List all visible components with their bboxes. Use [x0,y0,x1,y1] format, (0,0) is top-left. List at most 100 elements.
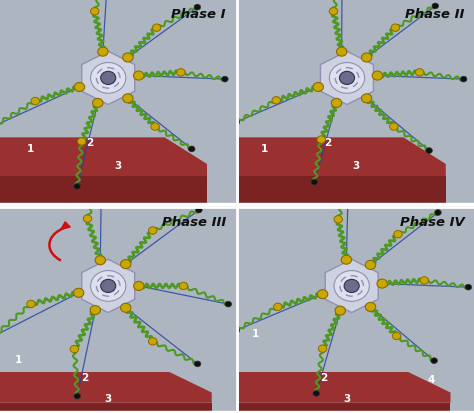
Circle shape [77,138,86,145]
Text: Phase IV: Phase IV [400,216,465,229]
Circle shape [273,303,282,311]
Circle shape [233,119,240,125]
Circle shape [394,230,402,238]
Circle shape [194,4,201,10]
Circle shape [415,69,424,76]
Circle shape [100,279,116,292]
Circle shape [100,71,116,84]
Circle shape [90,306,100,315]
Circle shape [233,328,240,333]
Circle shape [120,260,131,268]
Circle shape [344,279,359,292]
Circle shape [465,284,472,290]
Circle shape [179,282,188,290]
Circle shape [83,215,92,222]
Circle shape [372,71,383,80]
Circle shape [362,53,372,62]
Circle shape [339,71,355,84]
Circle shape [74,83,85,92]
Polygon shape [0,403,212,413]
Circle shape [318,290,328,299]
Polygon shape [320,51,374,104]
Text: Phase II: Phase II [405,8,465,21]
Text: 3: 3 [343,394,351,404]
Circle shape [194,361,201,367]
Text: 2: 2 [86,138,93,149]
Circle shape [91,271,126,301]
Circle shape [134,71,144,80]
Circle shape [148,338,157,345]
Circle shape [91,7,99,15]
Circle shape [123,94,133,103]
Circle shape [70,345,79,353]
Text: 3: 3 [114,161,121,171]
Text: Phase III: Phase III [162,216,226,229]
Circle shape [221,76,228,82]
Circle shape [331,98,342,107]
Circle shape [120,303,131,312]
Circle shape [426,148,432,153]
Circle shape [98,47,108,56]
Circle shape [152,24,161,31]
Circle shape [188,146,195,152]
Circle shape [311,179,318,185]
Polygon shape [325,259,378,313]
Text: 1: 1 [252,329,259,339]
Polygon shape [0,176,207,205]
Circle shape [74,183,81,189]
Text: 4: 4 [428,375,435,385]
Polygon shape [82,51,135,104]
Circle shape [317,136,326,143]
Circle shape [319,345,327,352]
Polygon shape [82,259,135,313]
Circle shape [272,97,281,104]
Circle shape [377,279,387,288]
Circle shape [74,393,81,399]
Text: 2: 2 [81,373,88,383]
Circle shape [313,83,323,92]
Circle shape [337,47,347,56]
Circle shape [341,255,352,264]
Polygon shape [0,138,207,176]
Circle shape [177,69,185,76]
Polygon shape [61,222,70,229]
Circle shape [73,288,84,297]
Polygon shape [239,403,450,413]
Circle shape [92,98,103,107]
Circle shape [365,261,376,269]
Circle shape [345,174,352,180]
Text: Phase I: Phase I [171,8,226,21]
Text: 1: 1 [15,355,22,365]
Text: 2: 2 [325,138,332,149]
Text: 3: 3 [353,161,360,171]
Circle shape [460,76,467,82]
Circle shape [27,300,35,308]
Circle shape [196,207,202,213]
Circle shape [334,271,369,301]
Circle shape [91,62,126,93]
Circle shape [225,301,231,307]
Polygon shape [239,176,446,205]
Circle shape [98,170,105,176]
Circle shape [432,3,438,9]
Circle shape [334,216,342,223]
Circle shape [335,306,346,315]
Circle shape [390,123,398,130]
Polygon shape [239,372,450,403]
Circle shape [365,302,376,311]
Circle shape [313,391,319,396]
Circle shape [151,123,159,130]
Circle shape [123,53,133,62]
Circle shape [329,62,365,93]
Text: 1: 1 [261,144,268,154]
Circle shape [329,7,338,15]
Circle shape [431,358,438,363]
Circle shape [95,256,106,265]
Circle shape [420,277,428,284]
Circle shape [134,281,144,290]
Circle shape [148,227,157,234]
Circle shape [362,94,372,103]
Circle shape [392,332,401,339]
Text: 2: 2 [320,373,327,383]
Circle shape [31,97,39,105]
